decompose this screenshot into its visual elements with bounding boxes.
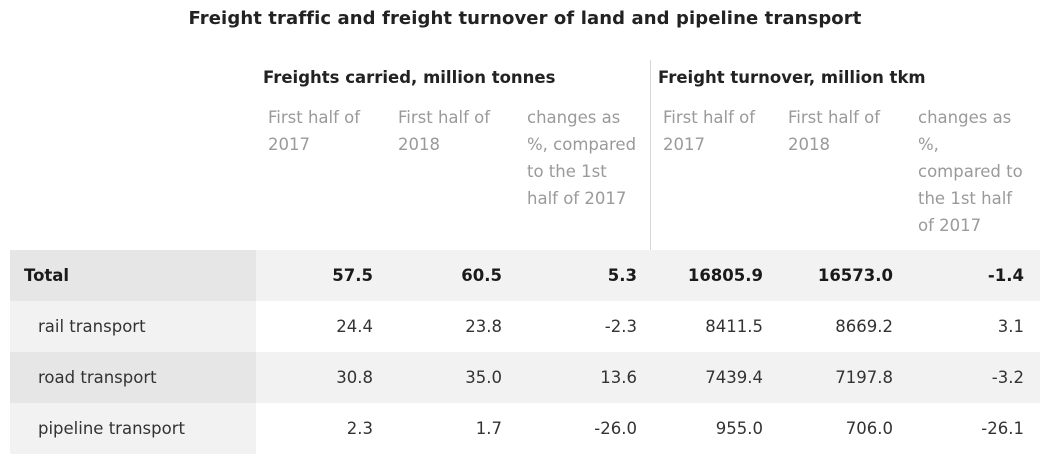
row-label: Total xyxy=(10,250,256,301)
column-header-turnover-2018: First half of 2018 xyxy=(788,108,881,154)
table-cell: 16573.0 xyxy=(817,266,893,285)
table-cell: -1.4 xyxy=(987,266,1024,285)
table-cell: 57.5 xyxy=(332,266,373,285)
column-header-carried-change: changes as %, compared to the 1st half o… xyxy=(527,108,637,208)
table-row-rail-transport: rail transport 24.4 23.8 -2.3 8411.5 866… xyxy=(10,301,1040,352)
column-header-carried-2018: First half of 2018 xyxy=(398,108,491,154)
row-label: pipeline transport xyxy=(10,403,256,454)
column-header-turnover-2017: First half of 2017 xyxy=(663,108,756,154)
table-cell: 13.6 xyxy=(600,368,637,387)
table-cell: 706.0 xyxy=(845,419,893,438)
table-row-pipeline-transport: pipeline transport 2.3 1.7 -26.0 955.0 7… xyxy=(10,403,1040,454)
table-row-total: Total 57.5 60.5 5.3 16805.9 16573.0 -1.4 xyxy=(10,250,1040,301)
group-header-freights-carried: Freights carried, million tonnes xyxy=(263,68,556,87)
table-cell: 35.0 xyxy=(465,368,502,387)
table-row-road-transport: road transport 30.8 35.0 13.6 7439.4 719… xyxy=(10,352,1040,403)
table-cell: -2.3 xyxy=(604,317,637,336)
table-cell: 16805.9 xyxy=(687,266,763,285)
group-header-freight-turnover: Freight turnover, million tkm xyxy=(658,68,926,87)
table-cell: 60.5 xyxy=(461,266,502,285)
table-cell: -26.0 xyxy=(594,419,637,438)
table-cell: 955.0 xyxy=(715,419,763,438)
table-cell: -26.1 xyxy=(981,419,1024,438)
group-divider xyxy=(650,60,651,252)
table-cell: 3.1 xyxy=(997,317,1024,336)
column-header-carried-2017: First half of 2017 xyxy=(268,108,361,154)
table-cell: 5.3 xyxy=(607,266,637,285)
table-cell: 24.4 xyxy=(336,317,373,336)
column-header-turnover-change: changes as %, compared to the 1st half o… xyxy=(918,108,1023,235)
table-cell: 8411.5 xyxy=(705,317,763,336)
table-cell: 2.3 xyxy=(346,419,373,438)
table-cell: 30.8 xyxy=(336,368,373,387)
row-label: rail transport xyxy=(10,301,256,352)
table-cell: 8669.2 xyxy=(835,317,893,336)
table-cell: 23.8 xyxy=(465,317,502,336)
table-title: Freight traffic and freight turnover of … xyxy=(188,8,862,29)
table-cell: 1.7 xyxy=(475,419,502,438)
table-cell: 7439.4 xyxy=(705,368,763,387)
table-cell: 7197.8 xyxy=(835,368,893,387)
row-label: road transport xyxy=(10,352,256,403)
table-cell: -3.2 xyxy=(991,368,1024,387)
